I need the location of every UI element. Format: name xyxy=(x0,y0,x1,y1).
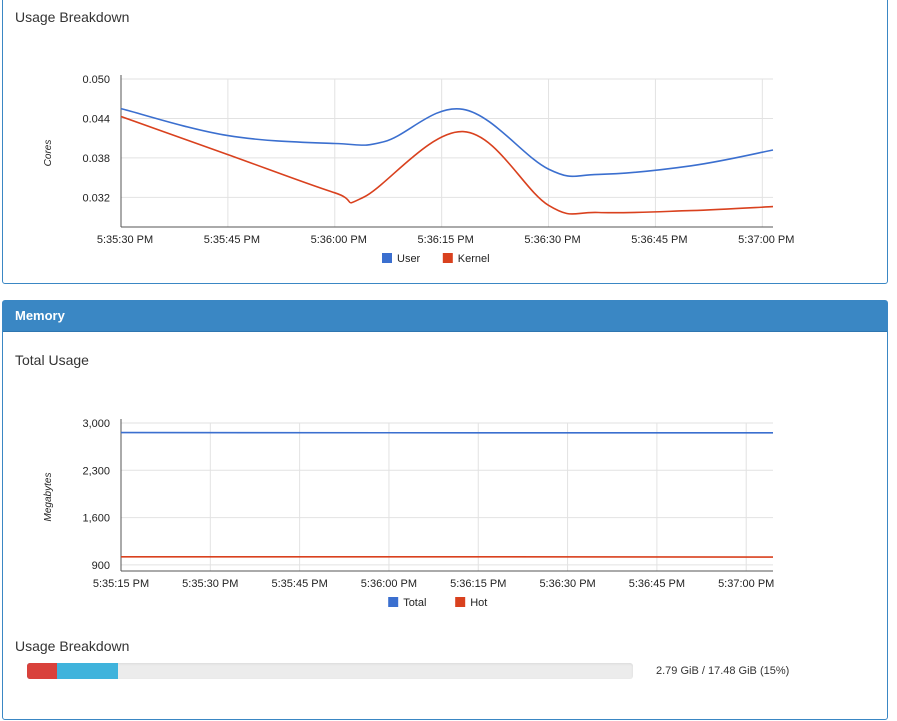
cpu-series-kernel-line xyxy=(121,117,773,215)
cpu-x-tick-label: 5:36:45 PM xyxy=(631,234,687,246)
memory-total-usage-chart: 3,000 2,300 1,600 900 5:35:15 PM 5:35:30 PM 5:… xyxy=(3,301,889,721)
cpu-x-tick-label: 5:36:15 PM xyxy=(418,234,474,246)
mem-y-tick-label: 2,300 xyxy=(82,465,110,477)
cpu-legend-user-label: User xyxy=(397,253,421,265)
mem-x-tick-label: 5:35:30 PM xyxy=(182,578,238,590)
cpu-legend-kernel-label: Kernel xyxy=(458,253,490,265)
mem-legend-total-swatch xyxy=(388,597,398,607)
cpu-x-tick-label: 5:35:45 PM xyxy=(204,234,260,246)
cpu-y-tick-label: 0.050 xyxy=(82,74,110,86)
mem-legend-total-label: Total xyxy=(403,597,426,609)
mem-x-tick-label: 5:36:30 PM xyxy=(539,578,595,590)
mem-y-tick-label: 900 xyxy=(92,560,110,572)
cpu-usage-chart: 0.050 0.044 0.038 0.032 5:35:30 PM 5:35:45 PM… xyxy=(3,0,889,285)
memory-hot-segment xyxy=(27,663,57,679)
cpu-y-tick-label: 0.038 xyxy=(82,153,110,165)
cpu-y-tick-label: 0.032 xyxy=(82,192,110,204)
mem-y-tick-label: 3,000 xyxy=(82,418,110,430)
cpu-y-axis-label: Cores xyxy=(43,140,54,167)
cpu-y-tick-label: 0.044 xyxy=(82,113,110,125)
mem-x-tick-label: 5:35:15 PM xyxy=(93,578,149,590)
mem-x-tick-label: 5:36:00 PM xyxy=(361,578,417,590)
cpu-legend-user-swatch xyxy=(382,253,392,263)
mem-legend-hot-label: Hot xyxy=(470,597,487,609)
cpu-legend-kernel-swatch xyxy=(443,253,453,263)
cpu-x-tick-label: 5:35:30 PM xyxy=(97,234,153,246)
mem-x-tick-label: 5:35:45 PM xyxy=(271,578,327,590)
mem-x-tick-label: 5:36:45 PM xyxy=(629,578,685,590)
cpu-x-tick-label: 5:36:00 PM xyxy=(311,234,367,246)
cpu-x-tick-label: 5:36:30 PM xyxy=(524,234,580,246)
mem-x-tick-label: 5:37:00 PM xyxy=(718,578,774,590)
mem-x-tick-label: 5:36:15 PM xyxy=(450,578,506,590)
mem-y-tick-label: 1,600 xyxy=(82,513,110,525)
memory-usage-text: 2.79 GiB / 17.48 GiB (15%) xyxy=(656,665,789,677)
memory-usage-bar xyxy=(27,663,633,679)
cpu-x-tick-label: 5:37:00 PM xyxy=(738,234,794,246)
mem-legend-hot-swatch xyxy=(455,597,465,607)
memory-usage-breakdown-title: Usage Breakdown xyxy=(15,638,129,654)
mem-y-axis-label: Megabytes xyxy=(43,473,54,522)
